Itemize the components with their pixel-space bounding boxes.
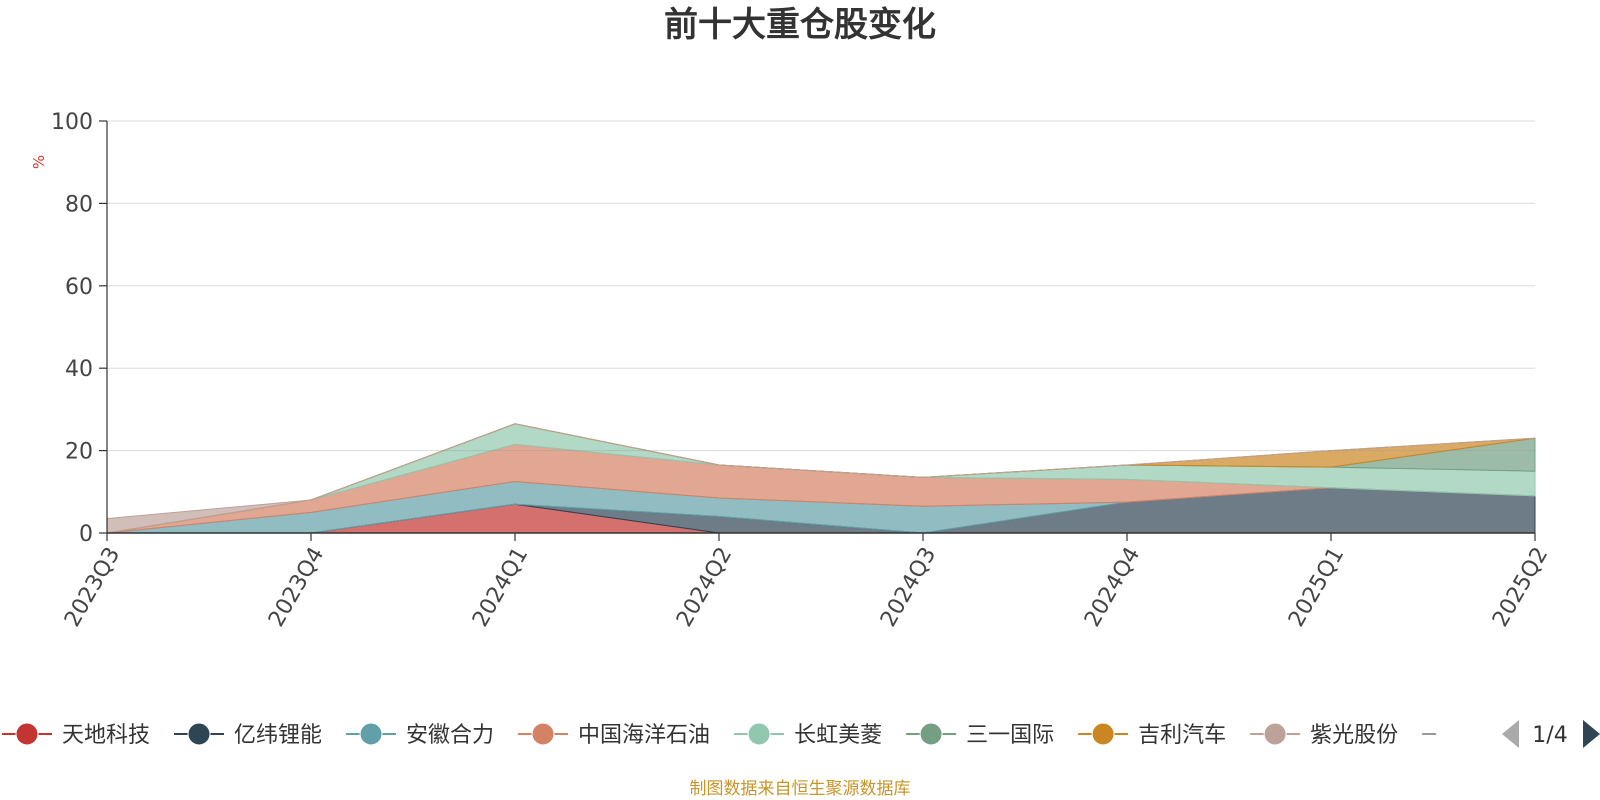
chart-title: 前十大重仓股变化 (664, 5, 936, 45)
y-tick-label: 0 (79, 522, 93, 547)
y-axis-unit: % (30, 155, 48, 169)
legend-label: 亿纬锂能 (234, 723, 322, 748)
legend-dot-marker (1263, 722, 1287, 746)
legend-dot-marker (359, 722, 383, 746)
y-tick-label: 60 (65, 275, 93, 300)
legend-item-8[interactable]: 紫光股份 (1250, 722, 1398, 748)
y-axis-ticks: 0 20 40 60 80 100 (51, 110, 107, 547)
legend-item-5[interactable]: 长虹美菱 (734, 722, 882, 748)
x-tick-label: 2024Q4 (1080, 543, 1145, 631)
legend-item-1[interactable]: 天地科技 (2, 722, 150, 748)
legend-pager: 1/4 (1502, 720, 1600, 748)
legend-dot-marker (1091, 722, 1115, 746)
next-page-icon[interactable] (1583, 720, 1600, 748)
y-tick-label: 40 (65, 357, 93, 382)
legend-label: 中国海洋石油 (578, 723, 710, 748)
y-tick-label: 100 (51, 110, 93, 135)
x-axis-ticks: 2023Q3 2023Q4 2024Q1 2024Q2 2024Q3 2024Q4 2025… (60, 533, 1553, 631)
y-tick-label: 80 (65, 192, 93, 217)
legend-label: 天地科技 (62, 723, 150, 748)
x-tick-label: 2024Q2 (672, 543, 737, 631)
legend-label: 长虹美菱 (794, 723, 882, 748)
x-tick-label: 2024Q3 (876, 543, 941, 631)
data-source-note: 制图数据来自恒生聚源数据库 (690, 779, 911, 799)
legend-item-6[interactable]: 三一国际 (906, 722, 1054, 748)
x-tick-label: 2025Q2 (1488, 543, 1553, 631)
area-series-8 (106, 423, 1536, 534)
page-indicator: 1/4 (1532, 723, 1567, 748)
legend-dot-marker (531, 722, 555, 746)
legend-dot-marker (15, 722, 39, 746)
x-tick-label: 2023Q4 (264, 543, 329, 631)
x-tick-label: 2023Q3 (60, 543, 125, 631)
legend-label: 紫光股份 (1310, 723, 1398, 748)
legend-label: 吉利汽车 (1138, 723, 1226, 748)
legend-dot-marker (919, 722, 943, 746)
legend-label: 三一国际 (966, 723, 1054, 748)
legend-dot-marker (747, 722, 771, 746)
legend-dot-marker (187, 722, 211, 746)
legend-item-4[interactable]: 中国海洋石油 (518, 722, 710, 748)
legend-item-3[interactable]: 安徽合力 (346, 722, 494, 748)
x-tick-label: 2025Q1 (1284, 543, 1349, 631)
legend-item-2[interactable]: 亿纬锂能 (174, 722, 322, 748)
legend-item-7[interactable]: 吉利汽车 (1078, 722, 1226, 748)
legend: 天地科技 亿纬锂能 安徽合力 中国海洋石油 长虹美菱 三一国际 吉利汽车 紫光股份 (2, 722, 1437, 748)
prev-page-icon[interactable] (1502, 720, 1519, 748)
x-tick-label: 2024Q1 (468, 543, 533, 631)
legend-label: 安徽合力 (406, 723, 494, 748)
axes (106, 121, 1535, 534)
y-tick-label: 20 (65, 440, 93, 465)
plot-areas (106, 423, 1536, 534)
